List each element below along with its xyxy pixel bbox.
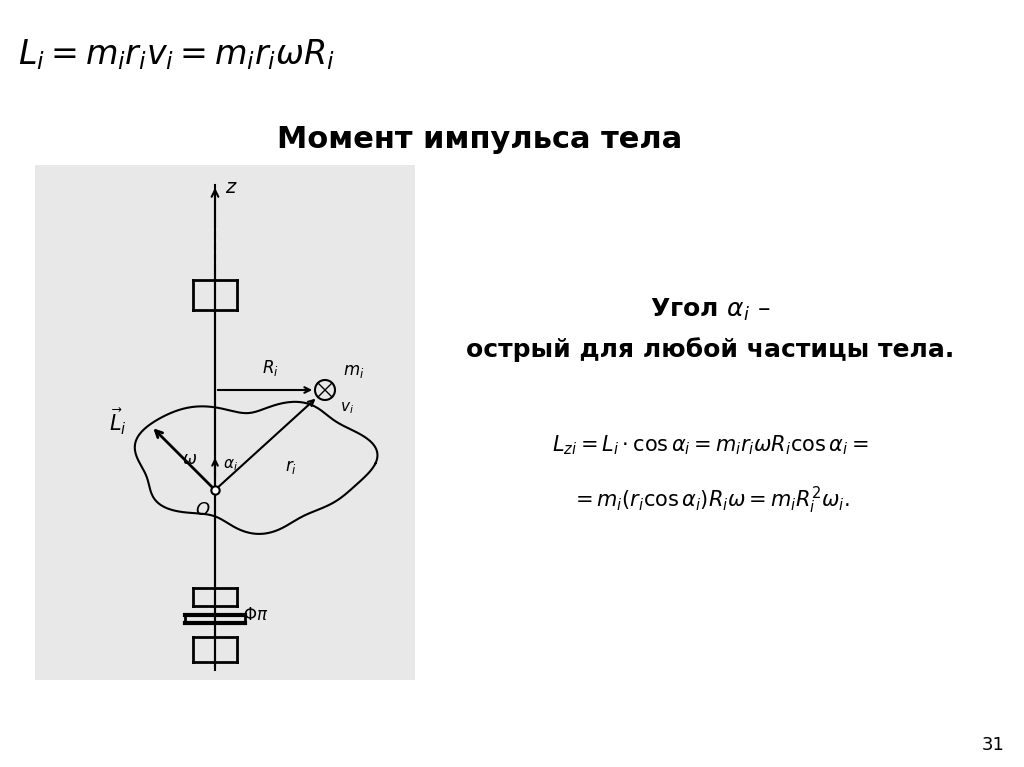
Text: $\Phi\pi$: $\Phi\pi$	[243, 607, 268, 624]
Text: 31: 31	[982, 736, 1005, 754]
Bar	[35, 165, 415, 680]
Text: Момент импульса тела: Момент импульса тела	[278, 126, 683, 154]
Text: $L_{zi} = L_i \cdot \cos\alpha_i = m_i r_i \omega R_i \cos\alpha_i =$: $L_{zi} = L_i \cdot \cos\alpha_i = m_i r…	[552, 433, 868, 457]
Text: $m_i$: $m_i$	[343, 364, 365, 380]
Text: Угол $\alpha_i$ –: Угол $\alpha_i$ –	[649, 297, 770, 323]
Text: $\omega$: $\omega$	[182, 452, 197, 469]
Text: $= m_i\left(r_i \cos\alpha_i\right)R_i\omega = m_i R_i^2 \omega_i.$: $= m_i\left(r_i \cos\alpha_i\right)R_i\o…	[570, 485, 849, 515]
Text: $\alpha_i$: $\alpha_i$	[223, 457, 238, 472]
Text: $r_i$: $r_i$	[285, 458, 297, 476]
Text: $z$: $z$	[225, 179, 238, 197]
Text: $\vec{L}_i$: $\vec{L}_i$	[109, 407, 126, 436]
Text: $O$: $O$	[196, 502, 211, 519]
Text: $L_i = m_i r_i v_i = m_i r_i \omega R_i$: $L_i = m_i r_i v_i = m_i r_i \omega R_i$	[18, 38, 335, 72]
Text: $v_i$: $v_i$	[340, 400, 354, 416]
Text: острый для любой частицы тела.: острый для любой частицы тела.	[466, 337, 954, 362]
Text: $R_i$: $R_i$	[262, 358, 279, 378]
